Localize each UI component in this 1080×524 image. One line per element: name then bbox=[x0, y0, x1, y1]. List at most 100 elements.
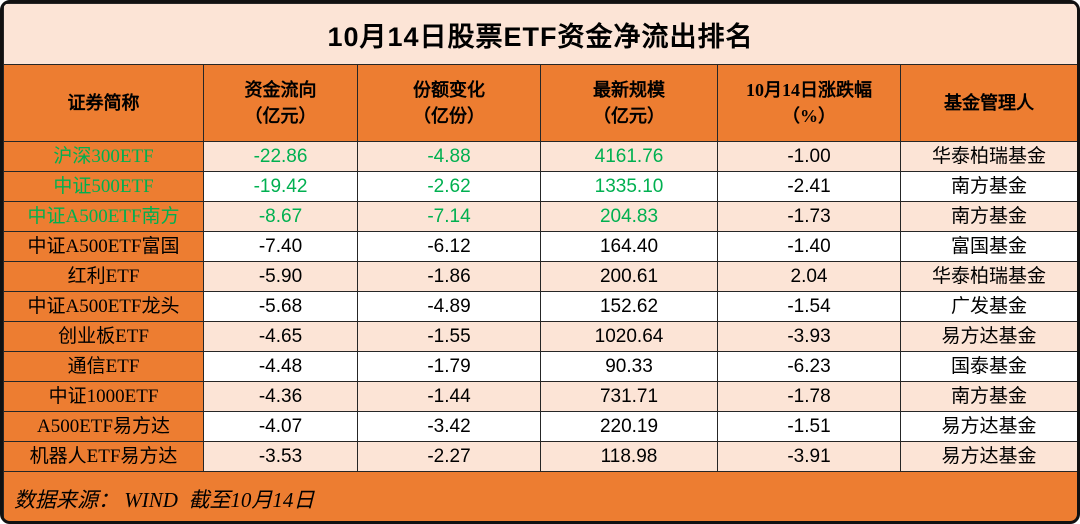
cell-share-change: -4.88 bbox=[357, 141, 541, 172]
cell-fund-flow: -8.67 bbox=[203, 201, 358, 232]
cell-share-change: -4.89 bbox=[357, 291, 541, 322]
cell-security-name: 中证500ETF bbox=[3, 171, 204, 202]
table-row: 中证A500ETF龙头 -5.68 -4.89 152.62 -1.54 广发基… bbox=[3, 291, 1077, 322]
cell-change-pct: -1.40 bbox=[717, 231, 901, 262]
cell-fund-flow: -7.40 bbox=[203, 231, 358, 262]
cell-latest-scale: 731.71 bbox=[540, 381, 718, 412]
column-header-line2: （亿元） bbox=[593, 106, 665, 126]
cell-latest-scale: 164.40 bbox=[540, 231, 718, 262]
cell-security-name: 中证A500ETF富国 bbox=[3, 231, 204, 262]
data-source-note: 数据来源： WIND 截至10月14日 bbox=[3, 471, 1077, 521]
cell-fund-flow: -4.07 bbox=[203, 411, 358, 442]
cell-share-change: -2.27 bbox=[357, 441, 541, 472]
column-header-line1: 最新规模 bbox=[593, 79, 665, 100]
cell-change-pct: -2.41 bbox=[717, 171, 901, 202]
cell-change-pct: -1.73 bbox=[717, 201, 901, 232]
table-row: 通信ETF -4.48 -1.79 90.33 -6.23 国泰基金 bbox=[3, 351, 1077, 382]
cell-security-name: 中证A500ETF龙头 bbox=[3, 291, 204, 322]
cell-share-change: -7.14 bbox=[357, 201, 541, 232]
cell-latest-scale: 4161.76 bbox=[540, 141, 718, 172]
column-header-line1: 基金管理人 bbox=[944, 92, 1035, 113]
cell-security-name: 创业板ETF bbox=[3, 321, 204, 352]
column-header-line1: 资金流向 bbox=[244, 79, 317, 100]
cell-share-change: -2.62 bbox=[357, 171, 541, 202]
cell-security-name: 中证1000ETF bbox=[3, 381, 204, 412]
cell-change-pct: -6.23 bbox=[717, 351, 901, 382]
table-row: 创业板ETF -4.65 -1.55 1020.64 -3.93 易方达基金 bbox=[3, 321, 1077, 352]
cell-fund-manager: 易方达基金 bbox=[899, 441, 1077, 472]
data-table: 10月14日股票ETF资金净流出排名 证券简称 资金流向 （亿元） 份额变化 （… bbox=[3, 3, 1077, 521]
cell-change-pct: 2.04 bbox=[717, 261, 901, 292]
cell-fund-flow: -4.48 bbox=[203, 351, 358, 382]
cell-fund-flow: -22.86 bbox=[203, 141, 358, 172]
cell-share-change: -1.79 bbox=[357, 351, 541, 382]
cell-latest-scale: 1020.64 bbox=[540, 321, 718, 352]
cell-share-change: -6.12 bbox=[357, 231, 541, 262]
column-header-latest-scale: 最新规模 （亿元） bbox=[540, 64, 718, 142]
cell-fund-manager: 广发基金 bbox=[899, 291, 1077, 322]
table-row: 中证A500ETF南方 -8.67 -7.14 204.83 -1.73 南方基… bbox=[3, 201, 1077, 232]
cell-latest-scale: 204.83 bbox=[540, 201, 718, 232]
cell-fund-flow: -19.42 bbox=[203, 171, 358, 202]
cell-security-name: 红利ETF bbox=[3, 261, 204, 292]
header-row: 证券简称 资金流向 （亿元） 份额变化 （亿份） 最新规模 （亿元） 10月14… bbox=[3, 64, 1077, 142]
cell-share-change: -1.44 bbox=[357, 381, 541, 412]
cell-change-pct: -1.78 bbox=[717, 381, 901, 412]
cell-fund-manager: 易方达基金 bbox=[899, 411, 1077, 442]
table-row: 中证A500ETF富国 -7.40 -6.12 164.40 -1.40 富国基… bbox=[3, 231, 1077, 262]
column-header-fund-flow: 资金流向 （亿元） bbox=[203, 64, 358, 142]
cell-security-name: A500ETF易方达 bbox=[3, 411, 204, 442]
table-row: 沪深300ETF -22.86 -4.88 4161.76 -1.00 华泰柏瑞… bbox=[3, 141, 1077, 172]
cell-share-change: -3.42 bbox=[357, 411, 541, 442]
cell-change-pct: -1.51 bbox=[717, 411, 901, 442]
cell-fund-flow: -4.36 bbox=[203, 381, 358, 412]
cell-fund-flow: -5.68 bbox=[203, 291, 358, 322]
cell-fund-flow: -3.53 bbox=[203, 441, 358, 472]
cell-fund-manager: 华泰柏瑞基金 bbox=[899, 261, 1077, 292]
table-row: A500ETF易方达 -4.07 -3.42 220.19 -1.51 易方达基… bbox=[3, 411, 1077, 442]
table-row: 中证500ETF -19.42 -2.62 1335.10 -2.41 南方基金 bbox=[3, 171, 1077, 202]
cell-fund-manager: 南方基金 bbox=[899, 381, 1077, 412]
cell-security-name: 机器人ETF易方达 bbox=[3, 441, 204, 472]
column-header-line2: （%） bbox=[782, 106, 836, 126]
column-header-fund-manager: 基金管理人 bbox=[899, 64, 1077, 142]
table-row: 中证1000ETF -4.36 -1.44 731.71 -1.78 南方基金 bbox=[3, 381, 1077, 412]
cell-fund-manager: 华泰柏瑞基金 bbox=[899, 141, 1077, 172]
cell-change-pct: -1.54 bbox=[717, 291, 901, 322]
cell-fund-manager: 国泰基金 bbox=[899, 351, 1077, 382]
cell-fund-manager: 南方基金 bbox=[899, 171, 1077, 202]
column-header-line1: 证券简称 bbox=[67, 92, 140, 113]
column-header-security-name: 证券简称 bbox=[3, 64, 204, 142]
cell-security-name: 沪深300ETF bbox=[3, 141, 204, 172]
cell-fund-manager: 易方达基金 bbox=[899, 321, 1077, 352]
column-header-line2: （亿元） bbox=[244, 106, 317, 126]
cell-latest-scale: 1335.10 bbox=[540, 171, 718, 202]
cell-fund-flow: -4.65 bbox=[203, 321, 358, 352]
table-row: 机器人ETF易方达 -3.53 -2.27 118.98 -3.91 易方达基金 bbox=[3, 441, 1077, 472]
cell-fund-manager: 南方基金 bbox=[899, 201, 1077, 232]
column-header-line1: 10月14日涨跌幅 bbox=[746, 79, 872, 100]
title-row: 10月14日股票ETF资金净流出排名 bbox=[3, 3, 1077, 65]
cell-security-name: 通信ETF bbox=[3, 351, 204, 382]
cell-share-change: -1.55 bbox=[357, 321, 541, 352]
cell-change-pct: -3.91 bbox=[717, 441, 901, 472]
cell-latest-scale: 220.19 bbox=[540, 411, 718, 442]
cell-change-pct: -3.93 bbox=[717, 321, 901, 352]
footer-row: 数据来源： WIND 截至10月14日 bbox=[3, 471, 1077, 521]
column-header-line1: 份额变化 bbox=[413, 79, 485, 100]
cell-change-pct: -1.00 bbox=[717, 141, 901, 172]
cell-security-name: 中证A500ETF南方 bbox=[3, 201, 204, 232]
column-header-line2: （亿份） bbox=[413, 106, 485, 126]
cell-latest-scale: 118.98 bbox=[540, 441, 718, 472]
cell-fund-flow: -5.90 bbox=[203, 261, 358, 292]
cell-share-change: -1.86 bbox=[357, 261, 541, 292]
cell-latest-scale: 90.33 bbox=[540, 351, 718, 382]
page-title: 10月14日股票ETF资金净流出排名 bbox=[3, 3, 1077, 65]
table-row: 红利ETF -5.90 -1.86 200.61 2.04 华泰柏瑞基金 bbox=[3, 261, 1077, 292]
cell-latest-scale: 200.61 bbox=[540, 261, 718, 292]
cell-fund-manager: 富国基金 bbox=[899, 231, 1077, 262]
cell-latest-scale: 152.62 bbox=[540, 291, 718, 322]
column-header-share-change: 份额变化 （亿份） bbox=[357, 64, 541, 142]
column-header-daily-change: 10月14日涨跌幅 （%） bbox=[717, 64, 901, 142]
